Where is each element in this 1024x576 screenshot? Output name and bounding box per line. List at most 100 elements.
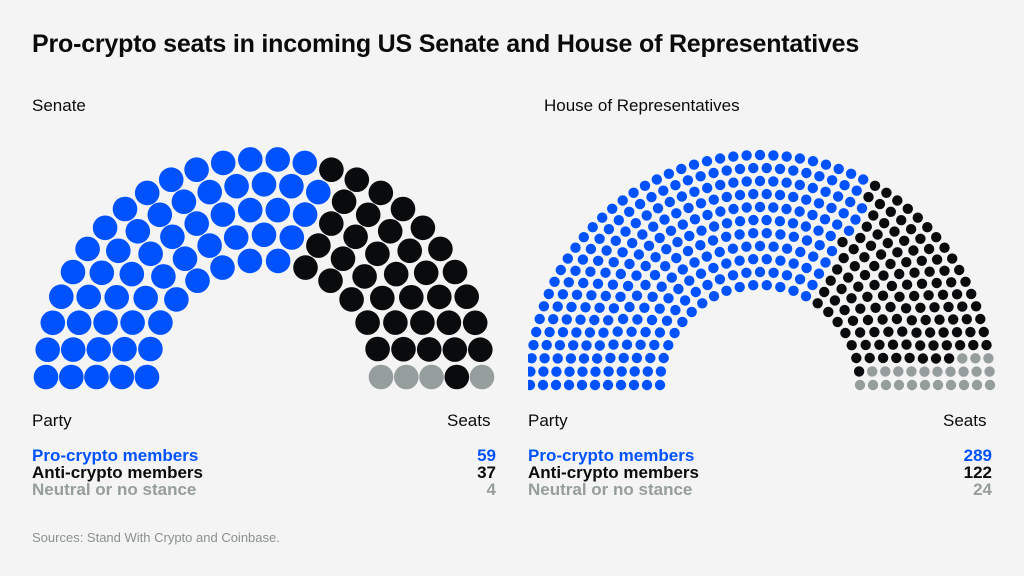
pro-seat [721,285,732,296]
anti-seat [908,245,919,256]
pro-seat [603,366,614,377]
pro-seat [775,255,786,266]
pro-seat [616,366,627,377]
pro-seat [89,260,115,286]
pro-seat [590,366,601,377]
pro-seat [112,196,138,222]
pro-seat [833,163,844,175]
anti-seat [954,340,966,351]
pro-seat [734,255,745,266]
source-note: Sources: Stand With Crypto and Coinbase. [32,530,280,545]
anti-seat [899,235,910,246]
anti-seat [837,236,848,248]
pro-seat [639,180,651,191]
pro-seat [147,202,173,228]
pro-seat [628,379,640,391]
neutral-seat [893,379,905,391]
pro-seat [562,253,573,264]
pro-seat [601,245,612,256]
anti-seat [915,233,926,244]
house-title: House of Representatives [544,96,740,115]
pro-seat [748,228,759,239]
pro-seat [591,353,603,364]
pro-seat [637,229,648,240]
pro-seat [615,379,627,391]
pro-seat [728,177,739,188]
pro-seat [59,364,84,390]
anti-seat [931,254,943,265]
pro-seat [628,187,639,198]
pro-seat [223,225,249,250]
pro-seat [563,277,574,288]
anti-seat [954,264,965,276]
pro-seat [721,231,732,242]
pro-seat [707,235,719,246]
pro-seat [826,245,838,257]
pro-seat [690,286,701,298]
anti-seat [915,302,926,313]
anti-seat [330,246,356,271]
anti-seat [319,157,344,182]
anti-seat [916,278,928,289]
pro-seat [109,364,135,390]
pro-seat [537,379,549,391]
pro-seat [664,196,675,208]
pro-seat [640,260,651,272]
anti-seat [427,284,452,310]
anti-seat [968,339,979,351]
anti-seat [843,272,854,283]
pro-seat [676,163,687,175]
anti-seat [365,241,390,267]
pro-seat [708,291,720,302]
pro-seat [66,310,92,335]
pro-seat [677,264,688,275]
pro-seat [794,179,805,191]
anti-seat [832,264,843,275]
pro-seat [741,267,752,278]
anti-seat [951,289,963,300]
pro-seat [185,268,210,293]
anti-seat [862,291,873,302]
pro-seat [670,180,681,191]
pro-seat [683,202,694,214]
legend-row-neutral: Neutral or no stance 24 [528,481,992,498]
pro-seat [658,352,669,364]
pro-seat [715,179,726,191]
anti-seat [318,268,343,293]
pro-seat [607,203,618,214]
anti-seat [869,180,881,191]
anti-seat [838,252,849,264]
pro-seat [544,326,555,338]
anti-seat [383,261,409,287]
pro-seat [561,314,572,325]
pro-seat [539,353,550,364]
pro-seat [620,226,631,237]
pro-seat [608,257,619,268]
party-header: Party [32,411,72,430]
pro-seat [635,339,646,350]
legend-value: 289 [963,446,992,465]
pro-seat [748,188,759,200]
neutral-seat [984,379,996,391]
anti-seat [377,219,403,244]
pro-seat [832,191,844,202]
anti-seat [928,340,939,351]
anti-seat [864,352,875,364]
legend-label: Neutral or no stance [32,480,197,499]
anti-seat [957,301,968,312]
anti-seat [904,352,915,364]
anti-seat [934,314,945,325]
anti-seat [901,279,913,290]
pro-seat [164,287,189,312]
anti-seat [891,313,903,325]
anti-seat [931,277,942,289]
anti-seat [868,210,879,221]
pro-seat [104,285,129,310]
anti-seat [878,270,889,281]
pro-seat [654,303,665,314]
pro-seat [528,366,536,377]
pro-seat [265,197,291,223]
pro-seat [702,279,713,291]
anti-seat [885,206,896,217]
pro-seat [754,175,766,187]
